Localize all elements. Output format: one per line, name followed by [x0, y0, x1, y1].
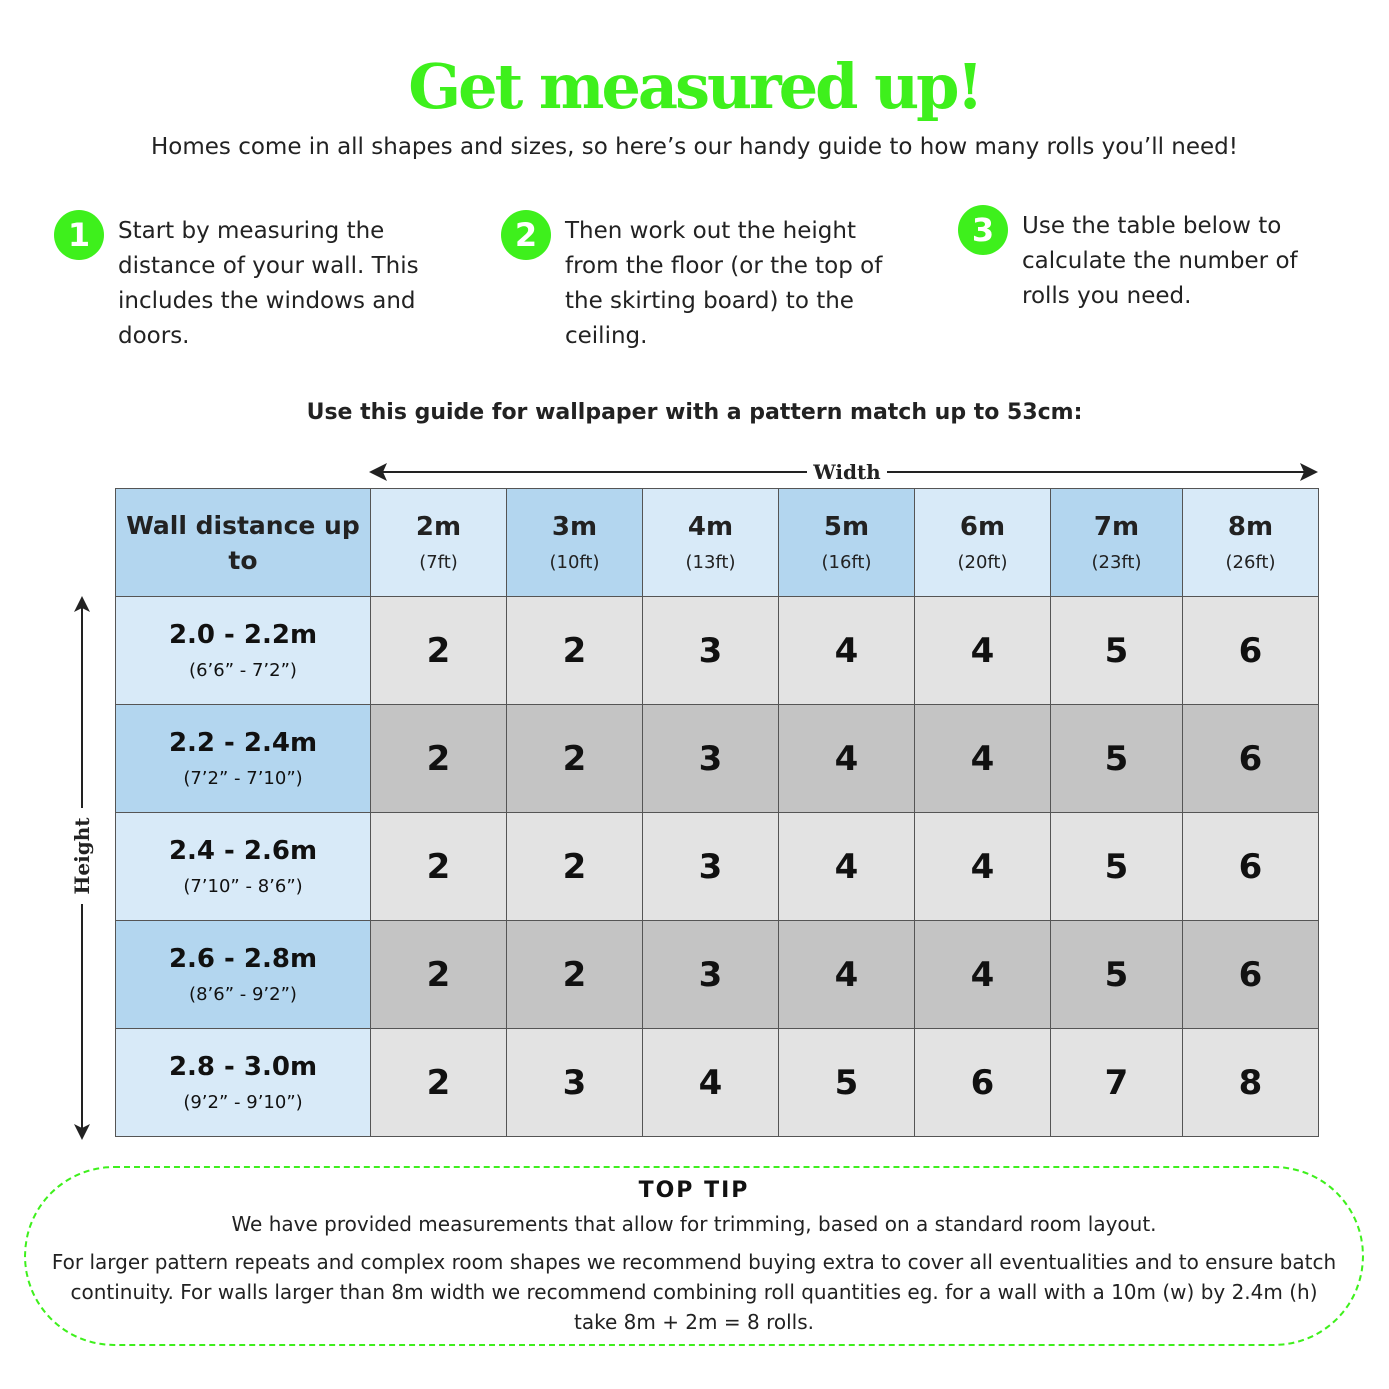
step-number-badge: 1 [54, 210, 104, 260]
column-metres: 4m [687, 512, 734, 542]
step-1: 1 Start by measuring the distance of you… [54, 210, 444, 354]
rolls-cell: 3 [506, 1028, 643, 1137]
rolls-cell: 2 [506, 596, 643, 705]
column-header: 6m (20ft) [914, 488, 1051, 597]
column-feet: (23ft) [1091, 552, 1142, 573]
rolls-cell: 3 [642, 812, 779, 921]
row-feet: (7’10” - 8’6”) [183, 876, 303, 897]
rolls-cell: 5 [778, 1028, 915, 1137]
row-metres: 2.8 - 3.0m [168, 1052, 318, 1082]
row-feet: (7’2” - 7’10”) [183, 768, 303, 789]
column-feet: (16ft) [821, 552, 872, 573]
guide-heading: Use this guide for wallpaper with a patt… [306, 400, 1083, 425]
column-metres: 2m [415, 512, 462, 542]
rolls-cell: 5 [1050, 704, 1183, 813]
row-header: 2.4 - 2.6m (7’10” - 8’6”) [115, 812, 371, 921]
column-metres: 7m [1093, 512, 1140, 542]
rolls-cell: 2 [370, 1028, 507, 1137]
table-row: 2.6 - 2.8m (8’6” - 9’2”) 2 2 3 4 4 5 6 [115, 920, 1319, 1029]
column-metres: 8m [1227, 512, 1274, 542]
table-row: 2.4 - 2.6m (7’10” - 8’6”) 2 2 3 4 4 5 6 [115, 812, 1319, 921]
rolls-cell: 2 [506, 704, 643, 813]
column-metres: 5m [823, 512, 870, 542]
rolls-cell: 4 [914, 704, 1051, 813]
row-header: 2.2 - 2.4m (7’2” - 7’10”) [115, 704, 371, 813]
rolls-cell: 2 [506, 812, 643, 921]
row-header: 2.0 - 2.2m (6’6” - 7’2”) [115, 596, 371, 705]
rolls-cell: 4 [914, 920, 1051, 1029]
column-header: 3m (10ft) [506, 488, 643, 597]
step-number-badge: 2 [501, 210, 551, 260]
column-header: 4m (13ft) [642, 488, 779, 597]
rolls-cell: 8 [1182, 1028, 1319, 1137]
rolls-cell: 5 [1050, 812, 1183, 921]
rolls-cell: 6 [914, 1028, 1051, 1137]
rolls-cell: 2 [370, 812, 507, 921]
rolls-cell: 4 [778, 704, 915, 813]
row-header: 2.8 - 3.0m (9’2” - 9’10”) [115, 1028, 371, 1137]
width-arrow-icon: Width [369, 460, 1318, 484]
top-tip-box: TOP TIP We have provided measurements th… [24, 1166, 1364, 1346]
top-tip-line-1: We have provided measurements that allow… [231, 1212, 1157, 1236]
row-feet: (9’2” - 9’10”) [183, 1092, 303, 1113]
column-feet: (20ft) [957, 552, 1008, 573]
height-label: Height [70, 817, 94, 895]
row-metres: 2.2 - 2.4m [168, 728, 318, 758]
rolls-cell: 6 [1182, 812, 1319, 921]
table-row: 2.2 - 2.4m (7’2” - 7’10”) 2 2 3 4 4 5 6 [115, 704, 1319, 813]
subtitle: Homes come in all shapes and sizes, so h… [151, 134, 1238, 160]
rolls-cell: 6 [1182, 704, 1319, 813]
row-feet: (8’6” - 9’2”) [189, 984, 297, 1005]
step-number-badge: 3 [958, 205, 1008, 255]
rolls-cell: 4 [914, 812, 1051, 921]
row-metres: 2.0 - 2.2m [168, 620, 318, 650]
step-3: 3 Use the table below to calculate the n… [958, 205, 1318, 314]
table-row: 2.0 - 2.2m (6’6” - 7’2”) 2 2 3 4 4 5 6 [115, 596, 1319, 705]
table-row: 2.8 - 3.0m (9’2” - 9’10”) 2 3 4 5 6 7 8 [115, 1028, 1319, 1137]
step-text: Use the table below to calculate the num… [1022, 213, 1298, 309]
column-header: 5m (16ft) [778, 488, 915, 597]
column-feet: (13ft) [685, 552, 736, 573]
rolls-cell: 2 [370, 704, 507, 813]
rolls-cell: 5 [1050, 596, 1183, 705]
rolls-cell: 3 [642, 920, 779, 1029]
column-feet: (10ft) [549, 552, 600, 573]
rolls-cell: 4 [914, 596, 1051, 705]
column-feet: (26ft) [1225, 552, 1276, 573]
rolls-cell: 5 [1050, 920, 1183, 1029]
rolls-cell: 2 [370, 920, 507, 1029]
column-header: 7m (23ft) [1050, 488, 1183, 597]
rolls-cell: 4 [642, 1028, 779, 1137]
rolls-cell: 7 [1050, 1028, 1183, 1137]
corner-header: Wall distance up to [115, 488, 371, 597]
rolls-table: Wall distance up to 2m (7ft) 3m (10ft) 4m (… [115, 488, 1319, 1137]
row-header: 2.6 - 2.8m (8’6” - 9’2”) [115, 920, 371, 1029]
top-tip-line-2: For larger pattern repeats and complex r… [51, 1250, 1337, 1334]
top-tip-heading: TOP TIP [638, 1178, 750, 1203]
row-metres: 2.4 - 2.6m [168, 836, 318, 866]
rolls-cell: 3 [642, 704, 779, 813]
rolls-cell: 4 [778, 920, 915, 1029]
column-header: 2m (7ft) [370, 488, 507, 597]
rolls-cell: 3 [642, 596, 779, 705]
width-label: Width [812, 460, 881, 484]
column-header: 8m (26ft) [1182, 488, 1319, 597]
height-arrow-icon: Height [70, 596, 94, 1140]
step-text: Then work out the height from the floor … [565, 218, 883, 349]
rolls-cell: 4 [778, 812, 915, 921]
column-metres: 3m [551, 512, 598, 542]
column-feet: (7ft) [419, 552, 458, 573]
rolls-cell: 4 [778, 596, 915, 705]
step-text: Start by measuring the distance of your … [118, 218, 419, 349]
column-metres: 6m [959, 512, 1006, 542]
rolls-cell: 6 [1182, 596, 1319, 705]
rolls-cell: 2 [370, 596, 507, 705]
row-feet: (6’6” - 7’2”) [189, 660, 297, 681]
page-title: Get measured up! [408, 50, 984, 123]
step-2: 2 Then work out the height from the floo… [501, 210, 901, 354]
row-metres: 2.6 - 2.8m [168, 944, 318, 974]
table-header-row: Wall distance up to 2m (7ft) 3m (10ft) 4m (… [115, 488, 1319, 597]
rolls-cell: 6 [1182, 920, 1319, 1029]
rolls-cell: 2 [506, 920, 643, 1029]
